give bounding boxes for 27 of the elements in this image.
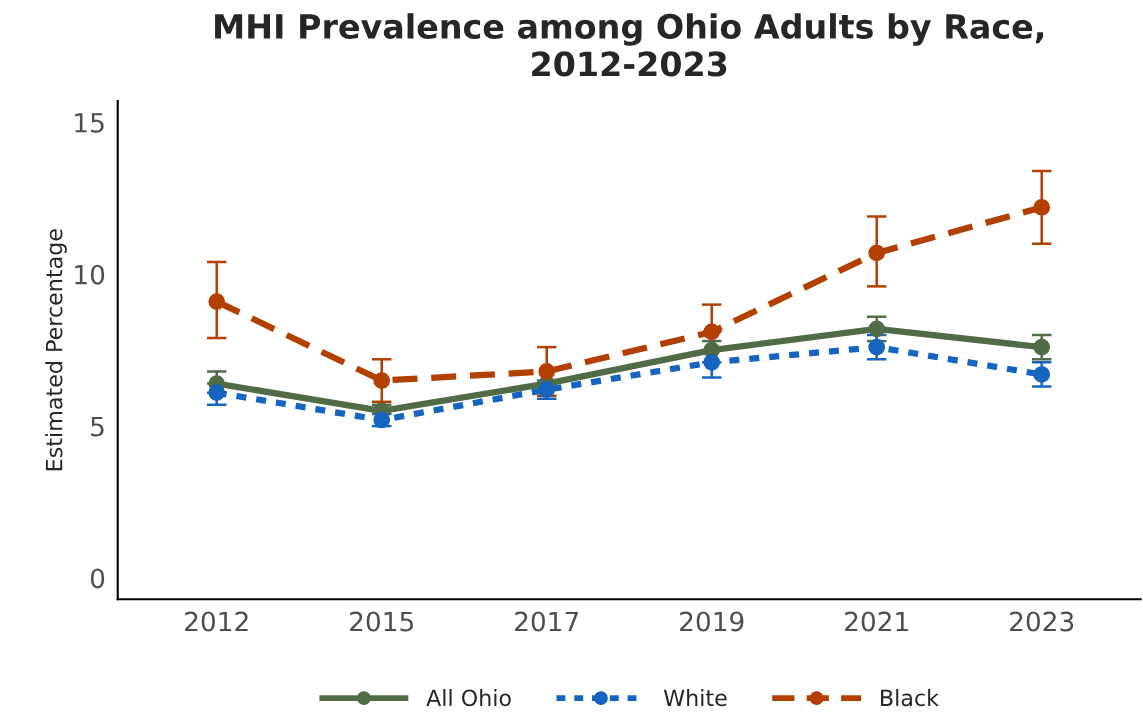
y-tick-label: 10 [75, 264, 105, 285]
x-tick-label: 2019 [680, 611, 744, 632]
y-tick-label: 0 [90, 568, 105, 589]
point [538, 363, 556, 380]
y-tick-label: 15 [75, 113, 104, 133]
point [208, 293, 226, 310]
x-tick-label: 2021 [845, 611, 908, 632]
x-tick-label: 2012 [185, 611, 248, 632]
legend-label: Black [881, 689, 939, 707]
point [208, 384, 226, 402]
point [1033, 199, 1051, 216]
legend-label: White [663, 689, 727, 707]
x-tick-label: 2017 [515, 611, 579, 632]
point [703, 353, 721, 371]
y-tick-label: 5 [91, 416, 104, 437]
point [373, 372, 391, 389]
x-tick-label: 2015 [350, 611, 413, 632]
chart-title: MHI Prevalence among Ohio Adults by Race, 2012-2023 [215, 13, 1044, 77]
point [1033, 338, 1051, 356]
y-axis-title: Estimated Percentage [45, 229, 67, 471]
legend-label: All Ohio [426, 689, 511, 707]
point [868, 338, 886, 356]
point [1033, 366, 1051, 383]
point [868, 320, 886, 338]
x-tick-label: 2023 [1010, 611, 1074, 632]
point [868, 244, 886, 262]
point [703, 323, 721, 341]
